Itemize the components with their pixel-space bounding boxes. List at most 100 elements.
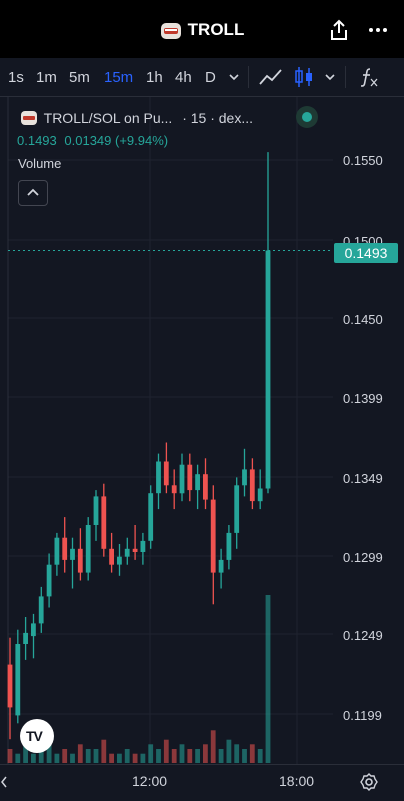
chart-pane[interactable] <box>0 97 404 764</box>
candle-body <box>77 548 83 573</box>
volume-bar <box>15 753 21 763</box>
volume-bar <box>101 739 107 763</box>
market-status-indicator[interactable] <box>296 106 318 128</box>
timeframe-15m[interactable]: 15m <box>104 69 134 86</box>
indicators-fx-icon[interactable] <box>358 66 380 88</box>
timeframe-1h[interactable]: 1h <box>146 69 163 86</box>
candle-body <box>218 559 224 573</box>
legend-interval: · 15 · dex... <box>182 110 253 126</box>
volume-bar <box>234 744 240 763</box>
app-title-text: TROLL <box>187 20 245 39</box>
price-axis-label: 0.1550 <box>343 153 383 168</box>
candle-body <box>203 474 208 500</box>
troll-logo-icon <box>21 111 37 125</box>
volume-bar <box>218 749 224 763</box>
candle-body <box>195 474 200 491</box>
candle-body <box>242 469 247 486</box>
candle-body <box>31 623 36 637</box>
app-header: TROLL <box>0 0 404 58</box>
chevron-left-icon[interactable] <box>0 775 8 789</box>
candle-body <box>226 532 232 560</box>
candle-body <box>210 499 216 573</box>
price-axis-label: 0.1299 <box>343 550 383 565</box>
legend-values: 0.1493 0.01349 (+9.94%) <box>17 133 168 148</box>
candle-body <box>15 644 21 716</box>
legend-price: 0.1493 <box>17 133 57 148</box>
candle-body <box>54 537 60 565</box>
volume-bar <box>132 753 138 763</box>
page-title: TROLL <box>0 20 404 41</box>
volume-bar <box>203 744 208 763</box>
volume-bar <box>77 744 83 763</box>
volume-bar <box>265 595 271 763</box>
candle-body <box>23 632 28 644</box>
volume-bar <box>93 749 99 763</box>
candle-body <box>140 540 146 552</box>
volume-bar <box>195 749 200 763</box>
candlestick-icon[interactable] <box>293 65 315 89</box>
price-axis-label: 0.1450 <box>343 312 383 327</box>
candle-body <box>257 488 263 502</box>
volume-bar <box>249 744 255 763</box>
candle-body <box>124 548 130 557</box>
candle-body <box>38 596 44 624</box>
candle-body <box>265 250 271 489</box>
volume-bar <box>140 753 146 763</box>
volume-bar <box>70 753 75 763</box>
candle-body <box>93 496 99 525</box>
collapse-legend-button[interactable] <box>18 180 48 206</box>
candle-body <box>7 664 13 708</box>
candle-body <box>249 469 255 502</box>
volume-bar <box>242 749 247 763</box>
candle-body <box>85 525 91 573</box>
candlestick-chart[interactable] <box>0 97 404 764</box>
timeframe-5m[interactable]: 5m <box>69 69 90 86</box>
time-axis[interactable] <box>0 764 404 801</box>
price-axis-label: 0.1349 <box>343 471 383 486</box>
timeframe-4h[interactable]: 4h <box>175 69 192 86</box>
candle-body <box>70 548 75 560</box>
price-axis-label: 0.1249 <box>343 628 383 643</box>
volume-bar <box>23 744 28 763</box>
volume-bar <box>226 739 232 763</box>
volume-indicator-label: Volume <box>18 156 62 171</box>
line-chart-icon[interactable] <box>258 66 284 88</box>
settings-gear-icon[interactable] <box>359 772 379 792</box>
volume-bar <box>46 739 52 763</box>
legend-symbol: TROLL/SOL on Pu... <box>43 110 173 126</box>
candle-body <box>234 485 240 533</box>
volume-bar <box>163 739 169 763</box>
chevron-down-icon[interactable] <box>324 71 336 83</box>
volume-bar <box>187 749 193 763</box>
legend-change: 0.01349 (+9.94%) <box>64 133 169 148</box>
share-icon[interactable] <box>327 18 351 42</box>
candle-body <box>62 537 68 560</box>
volume-bar <box>124 749 130 763</box>
candle-body <box>148 493 154 541</box>
volume-bar <box>62 749 68 763</box>
timeframe-D[interactable]: D <box>205 69 216 86</box>
troll-logo-icon <box>160 22 181 39</box>
toolbar-divider <box>248 66 249 88</box>
candle-body <box>117 556 122 565</box>
chart-toolbar: 1s 1m 5m 15m 1h 4h D <box>0 58 404 97</box>
chevron-down-icon[interactable] <box>228 71 240 83</box>
price-axis-label: 0.1199 <box>343 708 382 723</box>
tradingview-logo[interactable]: TV <box>20 719 54 753</box>
volume-bar <box>85 749 91 763</box>
time-axis-label: 18:00 <box>279 773 315 789</box>
toolbar-divider <box>345 66 346 88</box>
candle-body <box>132 548 138 552</box>
timeframe-1s[interactable]: 1s <box>8 69 24 86</box>
candle-body <box>171 485 177 494</box>
volume-bar <box>38 749 44 763</box>
more-horizontal-icon[interactable] <box>366 18 390 42</box>
candle-body <box>163 461 169 486</box>
timeframe-1m[interactable]: 1m <box>36 69 57 86</box>
volume-bar <box>148 744 154 763</box>
volume-bar <box>210 730 216 763</box>
candle-body <box>156 461 161 494</box>
candle-body <box>187 464 193 491</box>
chevron-up-icon <box>27 188 39 196</box>
candle-body <box>46 564 52 597</box>
